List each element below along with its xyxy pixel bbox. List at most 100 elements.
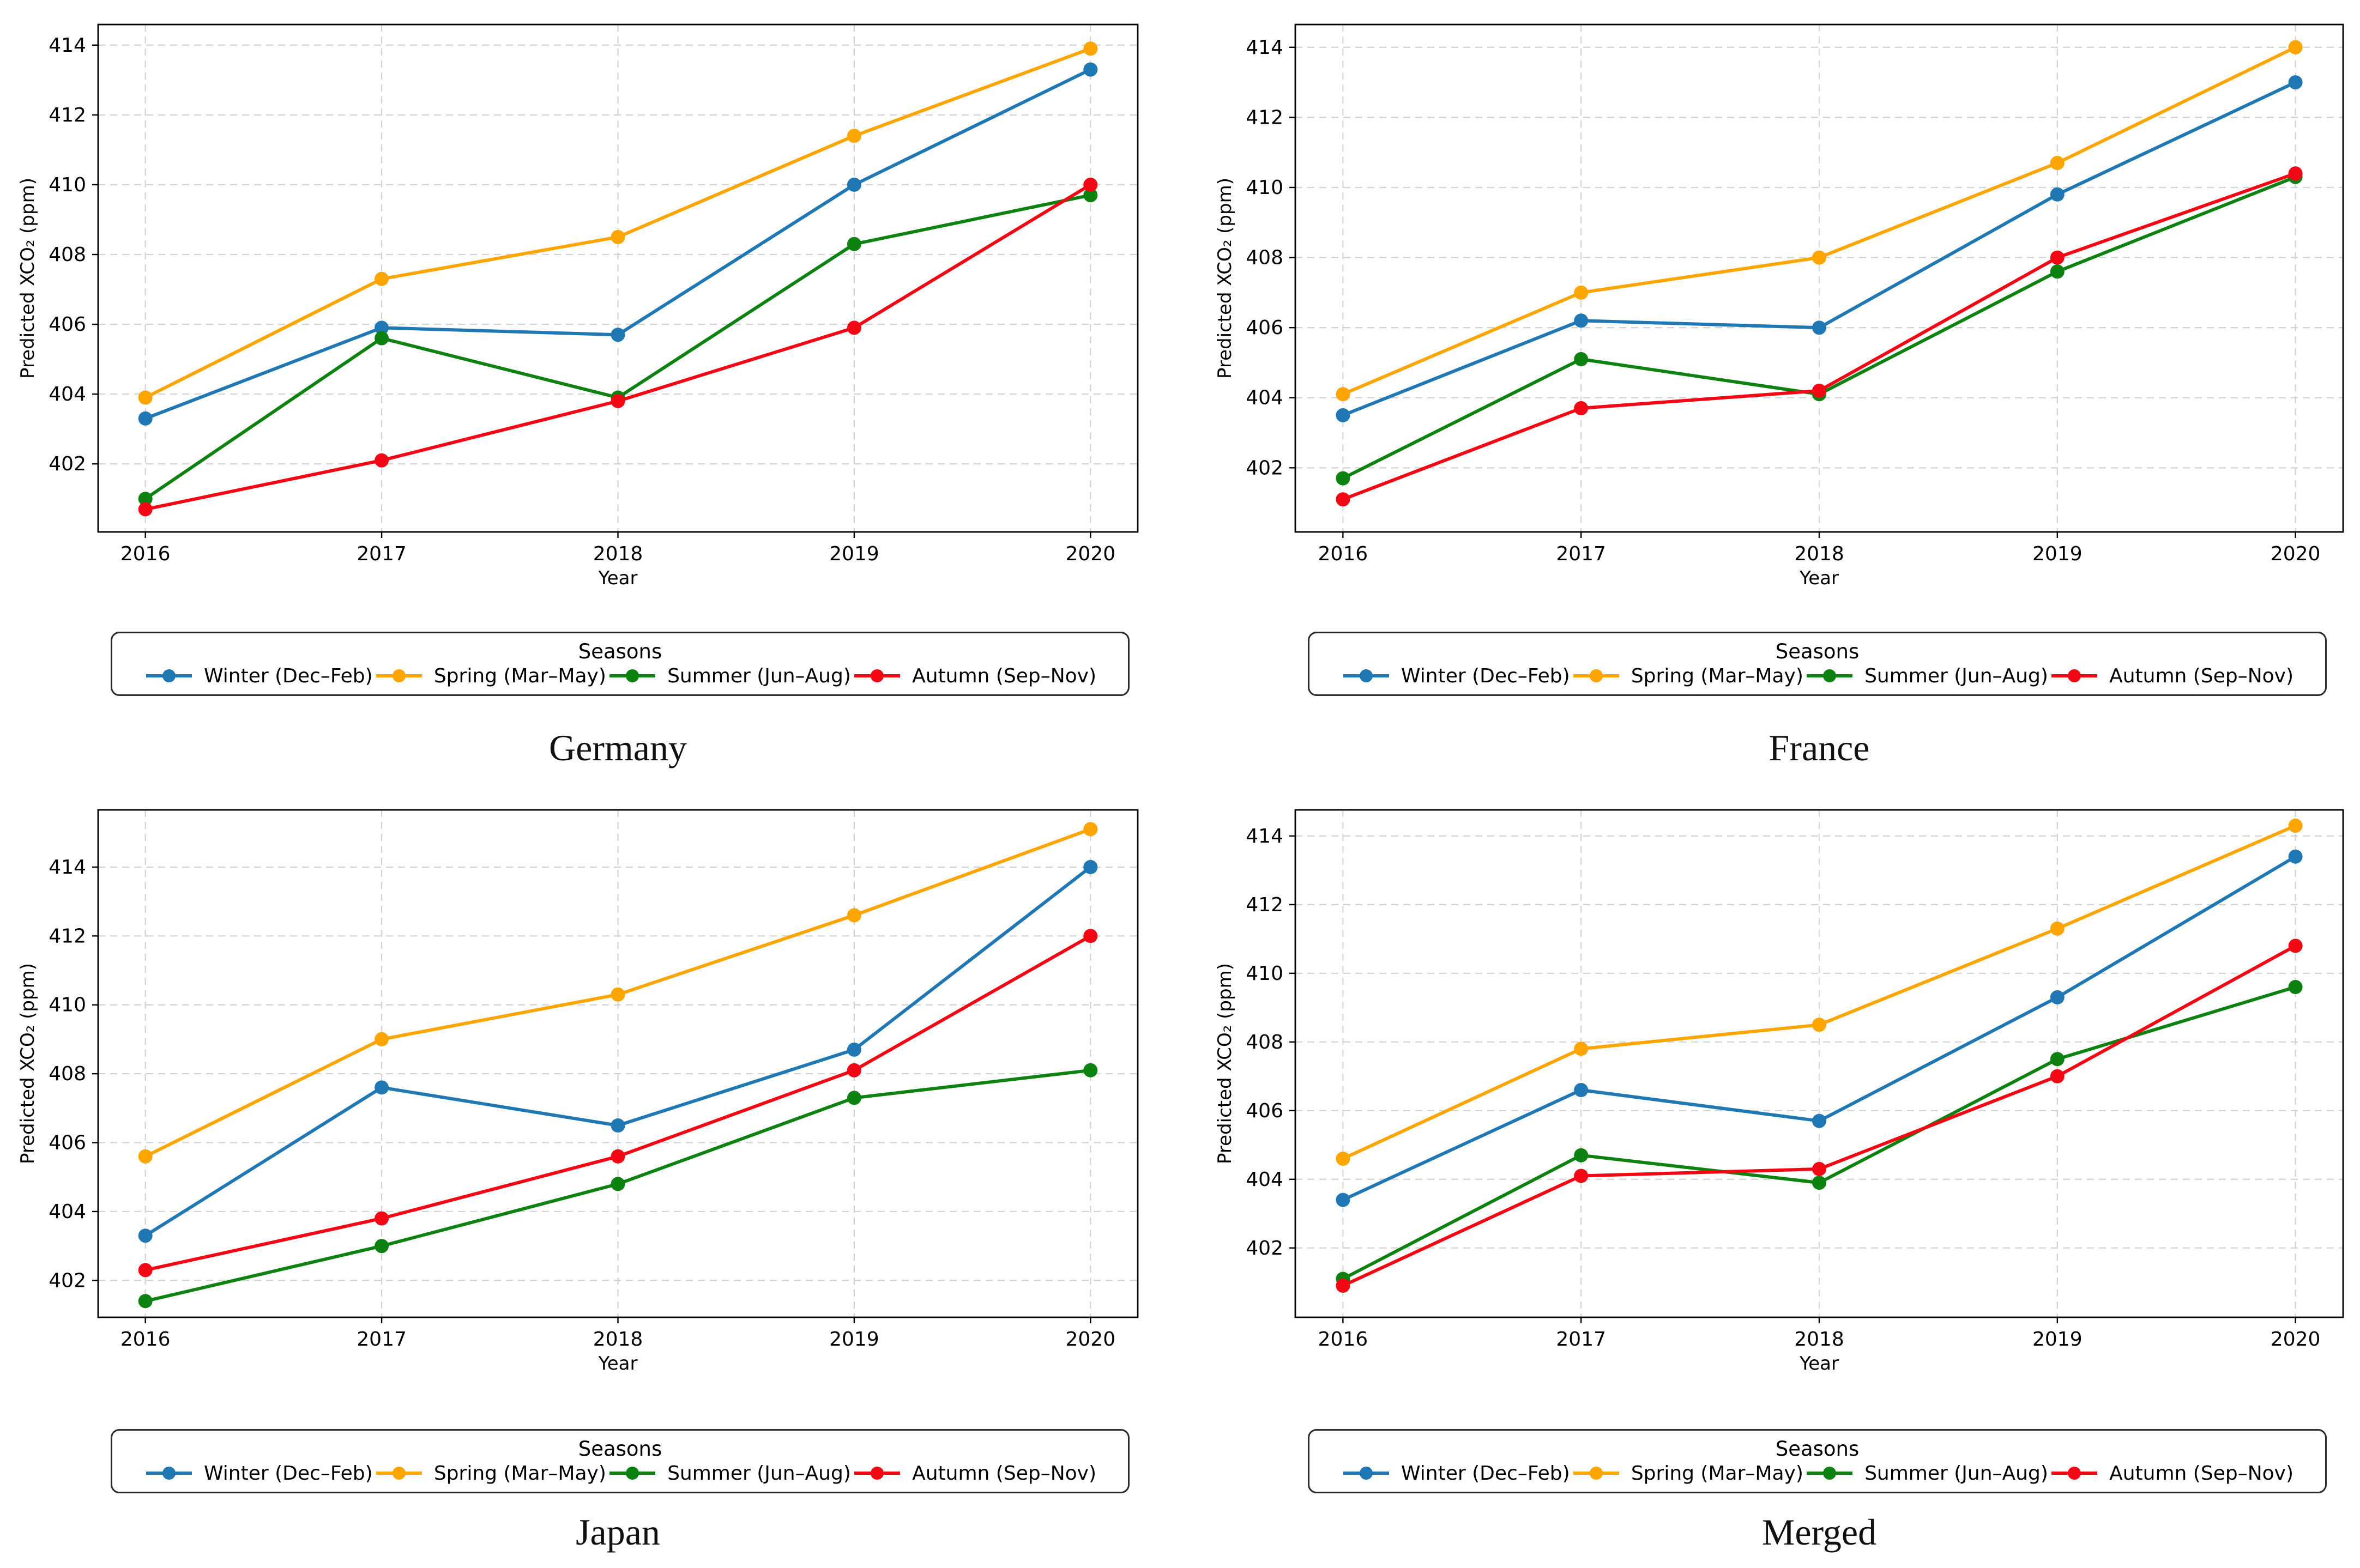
svg-text:2019: 2019 — [2032, 1328, 2083, 1351]
x-axis-label: Year — [1799, 1353, 1839, 1375]
legend-label-spring: Spring (Mar–May) — [433, 664, 606, 687]
svg-text:2016: 2016 — [120, 543, 171, 565]
legend-box-germany: Seasons Winter (Dec–Feb) Spring (Mar–May… — [111, 632, 1130, 696]
autumn-line-marker-icon — [2051, 1467, 2098, 1480]
svg-text:410: 410 — [1246, 962, 1283, 985]
series-autumn — [1336, 166, 2303, 507]
svg-text:408: 408 — [1246, 247, 1283, 269]
legend-entry-winter: Winter (Dec–Feb) — [1341, 1462, 1570, 1485]
legend-label-summer: Summer (Jun–Aug) — [667, 664, 851, 687]
svg-text:408: 408 — [49, 1063, 86, 1085]
svg-text:2019: 2019 — [829, 543, 879, 565]
svg-text:2018: 2018 — [593, 1328, 643, 1351]
svg-text:406: 406 — [1246, 1100, 1283, 1122]
svg-text:404: 404 — [1246, 1169, 1283, 1191]
chart-japan: 2016 2017 2018 2019 2020 402 404 406 408 410 412 41… — [17, 809, 1139, 1375]
winter-line-marker-icon — [1343, 1467, 1389, 1480]
legend-entry-summer: Summer (Jun–Aug) — [1804, 1462, 2048, 1485]
legend-box-merged: Seasons Winter (Dec–Feb) Spring (Mar–May… — [1308, 1429, 2327, 1493]
legend-row: Winter (Dec–Feb) Spring (Mar–May) Summer… — [1309, 665, 2325, 687]
svg-text:2016: 2016 — [1318, 1328, 1368, 1351]
autumn-line-marker-icon — [854, 669, 901, 682]
svg-text:2018: 2018 — [593, 543, 643, 565]
legend-label-spring: Spring (Mar–May) — [433, 1462, 606, 1485]
svg-text:404: 404 — [49, 1201, 86, 1223]
series-winter — [1336, 849, 2303, 1207]
legend-title: Seasons — [1775, 639, 1860, 663]
autumn-line-marker-icon — [2051, 669, 2098, 682]
axis-ticks — [1289, 835, 2296, 1323]
series-summer — [138, 1063, 1098, 1309]
axis-tick-labels: 2016 2017 2018 2019 2020 402 404 406 408 410 412 41… — [49, 34, 1115, 565]
svg-text:2020: 2020 — [1066, 543, 1116, 565]
legend-label-summer: Summer (Jun–Aug) — [667, 1462, 851, 1485]
svg-text:2020: 2020 — [1066, 1328, 1116, 1351]
legend-label-winter: Winter (Dec–Feb) — [1401, 664, 1570, 687]
legend-label-spring: Spring (Mar–May) — [1631, 664, 1803, 687]
legend-label-autumn: Autumn (Sep–Nov) — [2109, 664, 2293, 687]
grid-lines — [98, 810, 1138, 1317]
series-spring — [138, 822, 1098, 1164]
svg-text:412: 412 — [49, 925, 86, 947]
series-summer — [1336, 980, 2303, 1286]
svg-text:2016: 2016 — [120, 1328, 171, 1351]
series-winter — [138, 859, 1098, 1243]
svg-text:414: 414 — [49, 856, 86, 879]
legend-title: Seasons — [578, 639, 662, 663]
svg-text:404: 404 — [49, 383, 86, 405]
legend-label-winter: Winter (Dec–Feb) — [204, 1462, 373, 1485]
axis-ticks — [1289, 46, 2296, 538]
summer-line-marker-icon — [1807, 1467, 1853, 1480]
grid-lines — [1295, 810, 2343, 1317]
svg-text:2017: 2017 — [357, 1328, 407, 1351]
chart-merged: 2016 2017 2018 2019 2020 402 404 406 408 410 412 41… — [1214, 809, 2344, 1375]
series-autumn — [138, 177, 1098, 517]
svg-text:2017: 2017 — [1556, 1328, 1606, 1351]
legend-label-autumn: Autumn (Sep–Nov) — [912, 664, 1096, 687]
legend-label-autumn: Autumn (Sep–Nov) — [912, 1462, 1096, 1485]
axis-ticks — [92, 866, 1091, 1323]
winter-line-marker-icon — [1343, 669, 1389, 682]
legend-entry-spring: Spring (Mar–May) — [374, 665, 606, 687]
legend-entry-autumn: Autumn (Sep–Nov) — [2049, 1462, 2293, 1485]
series-winter — [138, 62, 1098, 426]
legend-label-winter: Winter (Dec–Feb) — [1401, 1462, 1570, 1485]
y-axis-label: Predicted XCO₂ (ppm) — [17, 963, 39, 1164]
winter-line-marker-icon — [146, 669, 192, 682]
y-axis-label: Predicted XCO₂ (ppm) — [1214, 963, 1236, 1164]
legend-label-summer: Summer (Jun–Aug) — [1864, 664, 2048, 687]
x-axis-label: Year — [598, 1353, 638, 1375]
chart-title-germany: Germany — [548, 727, 687, 768]
svg-text:2016: 2016 — [1318, 543, 1368, 565]
legend-label-summer: Summer (Jun–Aug) — [1864, 1462, 2048, 1485]
svg-text:2019: 2019 — [2032, 543, 2083, 565]
svg-text:404: 404 — [1246, 387, 1283, 409]
legend-entry-winter: Winter (Dec–Feb) — [144, 1462, 373, 1485]
svg-text:412: 412 — [1246, 106, 1283, 129]
svg-text:410: 410 — [49, 994, 86, 1016]
legend-entry-winter: Winter (Dec–Feb) — [1341, 665, 1570, 687]
chart-france: 2016 2017 2018 2019 2020 402 404 406 408 410 412 41… — [1214, 23, 2344, 589]
svg-text:406: 406 — [1246, 317, 1283, 339]
summer-line-marker-icon — [609, 669, 656, 682]
legend-label-autumn: Autumn (Sep–Nov) — [2109, 1462, 2293, 1485]
svg-text:2018: 2018 — [1794, 543, 1844, 565]
chart-title-merged: Merged — [1761, 1511, 1877, 1553]
series-spring — [138, 41, 1098, 405]
svg-text:402: 402 — [49, 1269, 86, 1292]
axis-tick-labels: 2016 2017 2018 2019 2020 402 404 406 408 410 412 41… — [1246, 825, 2320, 1351]
grid-lines — [98, 25, 1138, 532]
x-axis-label: Year — [1799, 567, 1839, 589]
svg-text:402: 402 — [1246, 457, 1283, 479]
svg-text:414: 414 — [1246, 37, 1283, 59]
legend-entry-autumn: Autumn (Sep–Nov) — [852, 1462, 1096, 1485]
spring-line-marker-icon — [376, 669, 422, 682]
svg-text:414: 414 — [49, 34, 86, 57]
winter-line-marker-icon — [146, 1467, 192, 1480]
legend-entry-summer: Summer (Jun–Aug) — [1804, 665, 2048, 687]
legend-title: Seasons — [1775, 1437, 1860, 1461]
legend-row: Winter (Dec–Feb) Spring (Mar–May) Summer… — [1309, 1462, 2325, 1485]
y-axis-label: Predicted XCO₂ (ppm) — [1214, 178, 1236, 379]
